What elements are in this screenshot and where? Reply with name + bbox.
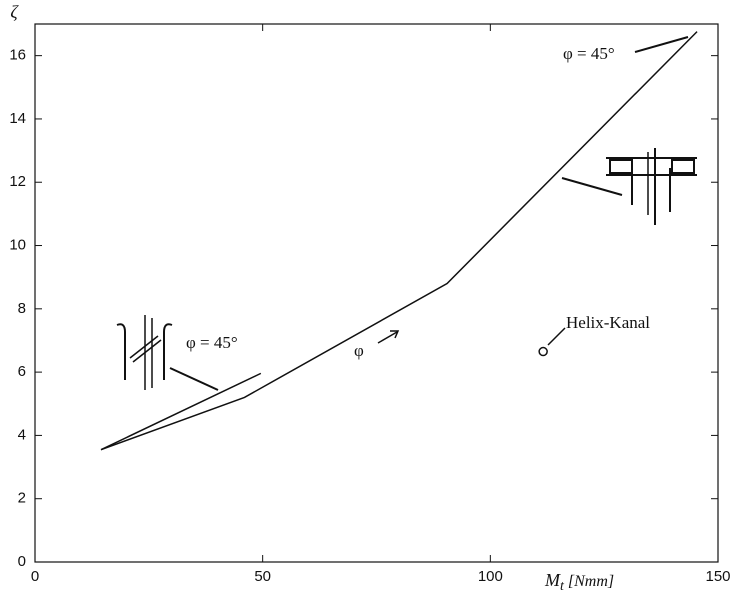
y-tick-label: 14 — [9, 110, 26, 127]
y-tick-label: 10 — [9, 236, 26, 253]
annotation: φ = 45° — [186, 333, 238, 352]
x-tick-label: 0 — [31, 568, 39, 585]
icon-right — [606, 148, 697, 225]
x-axis-unit: [Nmm] — [568, 573, 614, 590]
x-axis-subscript: t — [560, 579, 565, 594]
x-tick-label: 50 — [254, 568, 271, 585]
y-tick-label: 0 — [18, 553, 26, 570]
x-tick-label: 100 — [478, 568, 503, 585]
data-line — [100, 372, 262, 451]
y-axis-label: ζ — [10, 2, 19, 22]
x-tick-label: 150 — [705, 568, 730, 585]
y-tick-label: 16 — [9, 47, 26, 64]
annotation: Helix-Kanal — [566, 313, 650, 332]
y-tick-label: 4 — [18, 426, 26, 443]
annotation: φ = 45° — [563, 44, 615, 63]
y-tick-label: 2 — [18, 490, 26, 507]
leader-lines — [169, 36, 689, 391]
y-tick-label: 12 — [9, 173, 26, 190]
annotation: φ — [354, 341, 364, 360]
data-line — [100, 31, 698, 451]
y-tick-label: 6 — [18, 363, 26, 380]
icon-left — [116, 315, 173, 390]
data-point — [538, 346, 548, 357]
x-axis-symbol: M — [544, 570, 561, 590]
plot-frame — [34, 23, 719, 563]
x-axis-label: Mt [Nmm] — [544, 570, 614, 594]
y-tick-label: 8 — [18, 300, 26, 317]
